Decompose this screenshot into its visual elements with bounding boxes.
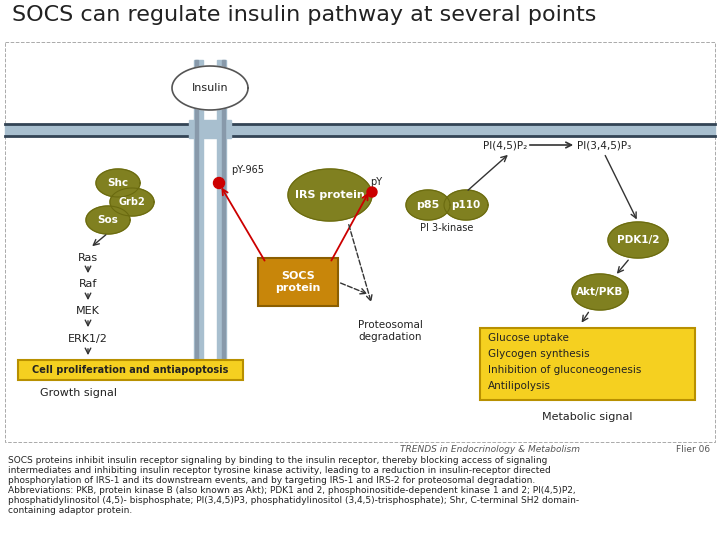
- Bar: [480, 328, 695, 400]
- Text: Abbreviations: PKB, protein kinase B (also known as Akt); PDK1 and 2, phosphoino: Abbreviations: PKB, protein kinase B (al…: [8, 486, 575, 495]
- Text: Cell proliferation and antiapoptosis: Cell proliferation and antiapoptosis: [32, 365, 228, 375]
- Polygon shape: [110, 188, 154, 216]
- Text: IRS protein: IRS protein: [295, 190, 365, 200]
- Bar: [189, 120, 231, 138]
- Polygon shape: [572, 274, 628, 310]
- Circle shape: [214, 178, 225, 188]
- Text: pY: pY: [370, 177, 382, 187]
- Text: Inhibition of gluconeogenesis: Inhibition of gluconeogenesis: [488, 365, 642, 375]
- Text: Akt/PKB: Akt/PKB: [576, 287, 624, 297]
- Text: Glucose uptake: Glucose uptake: [488, 333, 569, 343]
- Text: containing adaptor protein.: containing adaptor protein.: [8, 506, 132, 515]
- Text: phosphorylation of IRS-1 and its downstream events, and by targeting IRS-1 and I: phosphorylation of IRS-1 and its downstr…: [8, 476, 535, 485]
- Text: Growth signal: Growth signal: [40, 388, 117, 398]
- Polygon shape: [86, 206, 130, 234]
- Text: PI(3,4,5)P₃: PI(3,4,5)P₃: [577, 140, 631, 150]
- Bar: [217, 60, 226, 370]
- Polygon shape: [96, 169, 140, 197]
- Text: p85: p85: [416, 200, 440, 210]
- Bar: [5, 125, 715, 135]
- Text: Grb2: Grb2: [119, 197, 145, 207]
- Polygon shape: [172, 66, 248, 110]
- Text: Raf: Raf: [78, 279, 97, 289]
- Bar: [194, 60, 203, 370]
- Text: PI(4,5)P₂: PI(4,5)P₂: [483, 140, 527, 150]
- Text: SOCS can regulate insulin pathway at several points: SOCS can regulate insulin pathway at sev…: [12, 5, 596, 25]
- Bar: [18, 360, 243, 380]
- Text: p110: p110: [451, 200, 481, 210]
- Bar: [258, 258, 338, 306]
- Polygon shape: [608, 222, 668, 258]
- Polygon shape: [288, 169, 372, 221]
- Text: Shc: Shc: [107, 178, 129, 188]
- Text: Flier 06: Flier 06: [676, 445, 710, 454]
- Polygon shape: [444, 190, 488, 220]
- Text: intermediates and inhibiting insulin receptor tyrosine kinase activity, leading : intermediates and inhibiting insulin rec…: [8, 466, 551, 475]
- Bar: [222, 60, 225, 370]
- Bar: [195, 60, 198, 370]
- Text: phosphatidylinositol (4,5)- bisphosphate; PI(3,4,5)P3, phosphatidylinositol (3,4: phosphatidylinositol (4,5)- bisphosphate…: [8, 496, 579, 505]
- Text: SOCS proteins inhibit insulin receptor signaling by binding to the insulin recep: SOCS proteins inhibit insulin receptor s…: [8, 456, 547, 465]
- Text: TRENDS in Endocrinology & Metabolism: TRENDS in Endocrinology & Metabolism: [400, 445, 580, 454]
- Text: PI 3-kinase: PI 3-kinase: [420, 223, 474, 233]
- Text: Proteosomal
degradation: Proteosomal degradation: [358, 320, 423, 342]
- Text: MEK: MEK: [76, 306, 100, 316]
- Text: Insulin: Insulin: [192, 83, 228, 93]
- Text: Sos: Sos: [98, 215, 118, 225]
- Text: ERK1/2: ERK1/2: [68, 334, 108, 344]
- Text: Antilipolysis: Antilipolysis: [488, 381, 551, 391]
- Bar: [5, 42, 715, 442]
- Text: PDK1/2: PDK1/2: [617, 235, 660, 245]
- Text: Metabolic signal: Metabolic signal: [542, 412, 633, 422]
- Circle shape: [367, 187, 377, 197]
- Text: Glycogen synthesis: Glycogen synthesis: [488, 349, 590, 359]
- Text: SOCS
protein: SOCS protein: [275, 271, 320, 293]
- Text: Ras: Ras: [78, 253, 98, 263]
- Polygon shape: [406, 190, 450, 220]
- Text: pY-965: pY-965: [232, 165, 264, 175]
